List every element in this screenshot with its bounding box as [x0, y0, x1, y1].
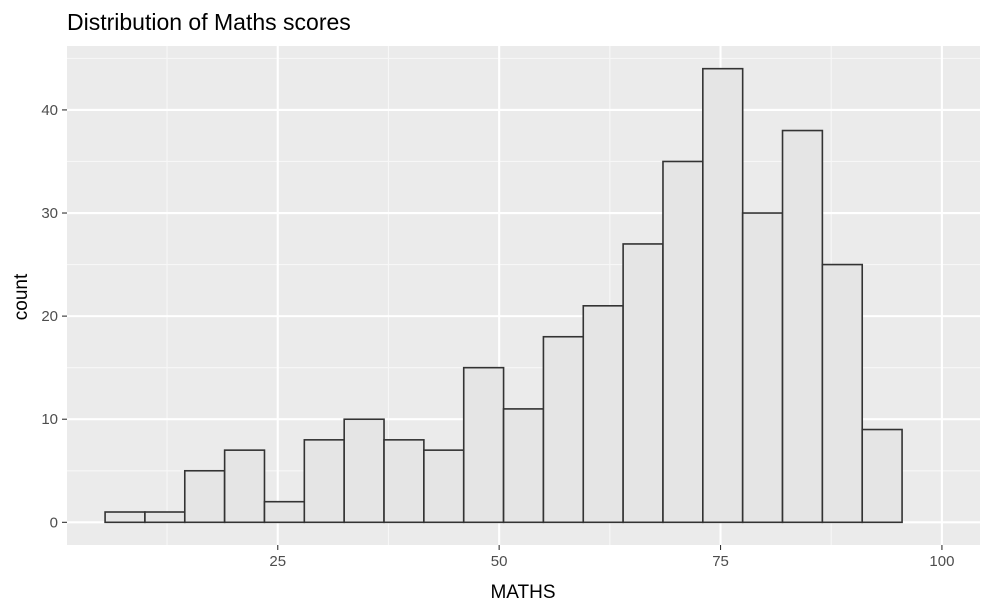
y-axis: 0 10 20 30 40 [41, 102, 67, 531]
histogram-bar [542, 335, 585, 524]
histogram-bar [861, 428, 903, 524]
histogram-bar [104, 511, 146, 524]
y-axis-title: count [11, 273, 32, 320]
histogram-bar [622, 243, 664, 524]
histogram-bar [781, 129, 824, 524]
histogram-bar [343, 418, 385, 524]
histogram-bar [223, 449, 266, 524]
histogram-bar [582, 305, 624, 524]
histogram-bar [383, 439, 425, 524]
chart-title: Distribution of Maths scores [67, 9, 351, 35]
histogram-bar [183, 469, 226, 524]
histogram-bar [423, 449, 465, 524]
histogram-bar [263, 500, 306, 524]
x-tick-label: 25 [269, 553, 286, 570]
y-tick-label: 10 [41, 411, 58, 428]
histogram-bar [462, 366, 505, 524]
x-tick-label: 75 [712, 553, 729, 570]
y-tick-label: 0 [50, 514, 58, 531]
x-axis: 25 50 75 100 [269, 545, 954, 570]
y-tick-label: 20 [41, 308, 58, 325]
x-tick-label: 50 [491, 553, 508, 570]
histogram-bar [502, 408, 545, 524]
y-tick-label: 40 [41, 102, 58, 119]
histogram-bar [662, 160, 704, 524]
histogram-bar [821, 263, 864, 524]
histogram-bar [144, 511, 186, 524]
histogram-bar [741, 212, 784, 524]
bars [104, 67, 903, 524]
x-axis-title: MATHS [490, 582, 555, 603]
y-tick-label: 30 [41, 205, 58, 222]
histogram-bar [702, 67, 744, 524]
x-tick-label: 100 [929, 553, 954, 570]
histogram-bar [303, 439, 345, 524]
